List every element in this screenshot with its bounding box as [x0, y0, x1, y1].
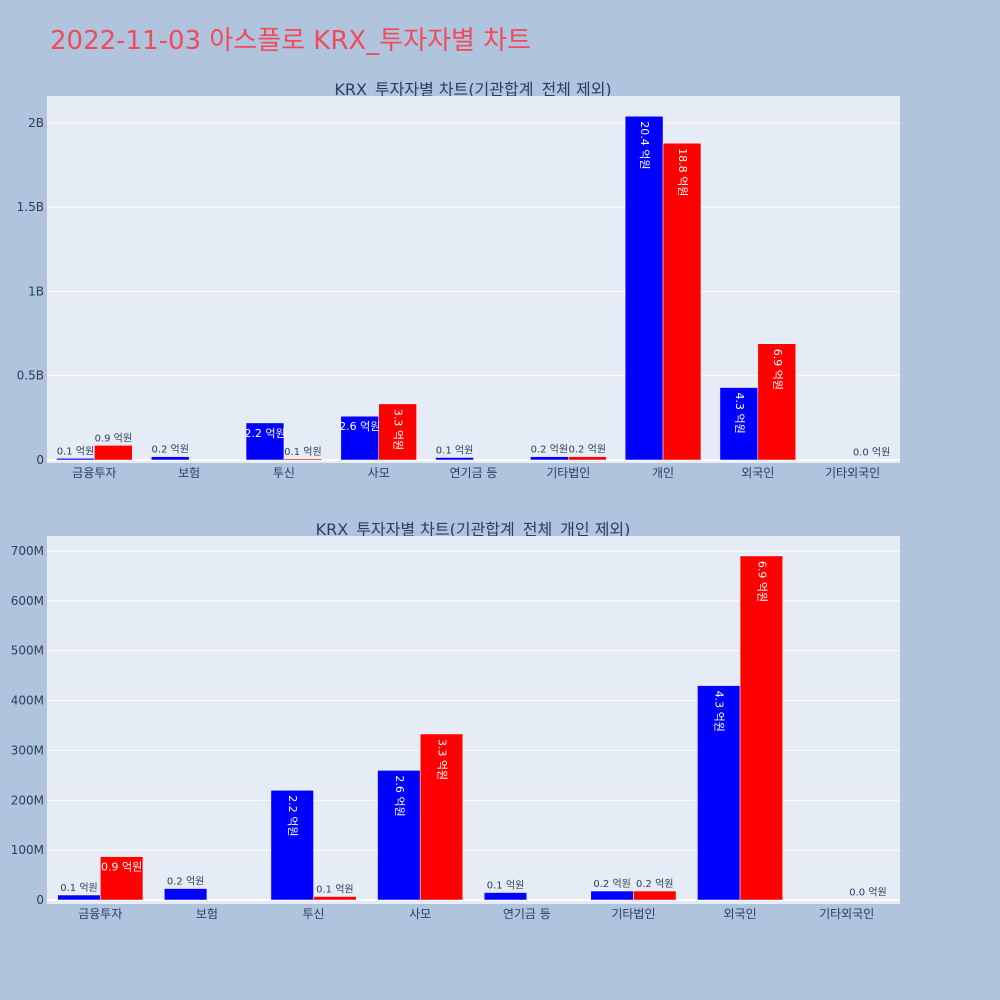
bar	[94, 445, 133, 461]
y-tick-label: 100M	[11, 843, 44, 857]
data-label: 0.2 억원	[531, 444, 568, 456]
data-label: 6.9 억원	[755, 561, 768, 602]
x-tick-label: 투신	[303, 907, 325, 921]
data-label: 0.1 억원	[487, 880, 524, 892]
y-tick-label: 0	[36, 453, 44, 467]
bar	[435, 457, 474, 461]
data-label: 0.9 억원	[101, 861, 142, 874]
bar	[697, 685, 741, 901]
data-label: 0.2 억원	[568, 444, 605, 456]
y-tick-label: 1.5B	[17, 200, 44, 214]
bar	[377, 770, 421, 901]
bar	[719, 387, 759, 461]
x-tick-label: 외국인	[741, 466, 774, 480]
y-tick-label: 600M	[11, 594, 44, 608]
data-label: 3.3 억원	[392, 409, 405, 450]
bar	[633, 890, 677, 901]
data-label: 6.9 억원	[771, 349, 784, 390]
bar	[757, 343, 796, 461]
x-tick-label: 보험	[178, 466, 200, 480]
bar	[283, 458, 323, 461]
y-tick-label: 300M	[11, 743, 44, 757]
page-title: 2022-11-03 아스플로 KRX_투자자별 차트	[50, 26, 531, 56]
x-tick-label: 개인	[652, 466, 674, 480]
bar	[151, 456, 190, 461]
bar	[100, 856, 144, 901]
data-label: 0.2 억원	[593, 878, 630, 890]
x-tick-label: 기타법인	[546, 466, 590, 480]
bar	[852, 459, 891, 461]
bar	[164, 888, 208, 901]
x-tick-label: 사모	[409, 907, 431, 921]
data-label: 18.8 억원	[676, 148, 689, 196]
bar	[56, 458, 95, 461]
y-tick-label: 0.5B	[17, 369, 44, 383]
bar	[530, 456, 569, 461]
chart-2-title: KRX_투자자별 차트(기관합계_전체_개인 제외)	[316, 520, 631, 540]
y-tick-label: 2B	[28, 116, 44, 130]
data-label: 2.6 억원	[339, 420, 380, 433]
data-label: 2.6 억원	[393, 775, 406, 816]
data-label: 0.1 억원	[316, 884, 353, 896]
x-tick-label: 보험	[196, 907, 218, 921]
bar	[313, 896, 357, 901]
y-tick-label: 1B	[28, 284, 44, 298]
data-label: 0.1 억원	[284, 446, 321, 458]
chart-2: 0 100M 200M 300M 400M 500M 600M 700M 금융투자 0.1 억원 0…	[11, 536, 900, 921]
data-label: 0.0 억원	[849, 887, 886, 899]
x-tick-label: 기타외국인	[819, 907, 874, 921]
data-label: 0.9 억원	[95, 432, 132, 444]
x-tick-label: 투신	[273, 466, 295, 480]
data-label: 0.1 억원	[60, 882, 97, 894]
y-tick-label: 500M	[11, 644, 44, 658]
x-tick-label: 외국인	[724, 907, 757, 921]
data-label: 0.1 억원	[57, 445, 94, 457]
bar	[624, 115, 664, 461]
bar	[483, 892, 528, 901]
y-tick-label: 700M	[11, 544, 44, 558]
bar	[662, 142, 702, 461]
data-label: 4.3 억원	[713, 691, 726, 732]
bar	[739, 555, 783, 901]
bar	[245, 422, 285, 461]
data-label: 0.2 억원	[151, 444, 188, 456]
data-label: 0.2 억원	[636, 878, 673, 890]
y-tick-label: 0	[36, 893, 44, 907]
bar	[568, 456, 607, 461]
bar	[270, 790, 314, 901]
bar	[378, 403, 417, 461]
bar	[846, 899, 890, 901]
y-tick-label: 400M	[11, 694, 44, 708]
x-tick-label: 기타법인	[611, 907, 655, 921]
data-label: 3.3 억원	[436, 739, 449, 780]
chart-1-title: KRX_투자자별 차트(기관합계_전체 제외)	[334, 80, 611, 100]
x-tick-label: 기타외국인	[825, 466, 880, 480]
data-label: 2.2 억원	[286, 795, 299, 836]
x-tick-label: 연기금 등	[450, 466, 498, 480]
data-label: 4.3 억원	[733, 393, 746, 434]
data-label: 2.2 억원	[244, 427, 285, 440]
x-tick-label: 연기금 등	[503, 907, 551, 921]
data-label: 0.0 억원	[853, 447, 890, 459]
bar	[419, 733, 464, 901]
x-tick-label: 금융투자	[72, 466, 116, 480]
data-label: 0.1 억원	[436, 444, 473, 456]
x-tick-label: 사모	[368, 466, 390, 480]
bar	[590, 890, 634, 901]
y-tick-label: 200M	[11, 793, 44, 807]
bar	[57, 894, 101, 901]
data-label: 0.2 억원	[167, 876, 204, 888]
x-tick-label: 금융투자	[78, 907, 122, 921]
data-label: 20.4 억원	[638, 121, 651, 169]
